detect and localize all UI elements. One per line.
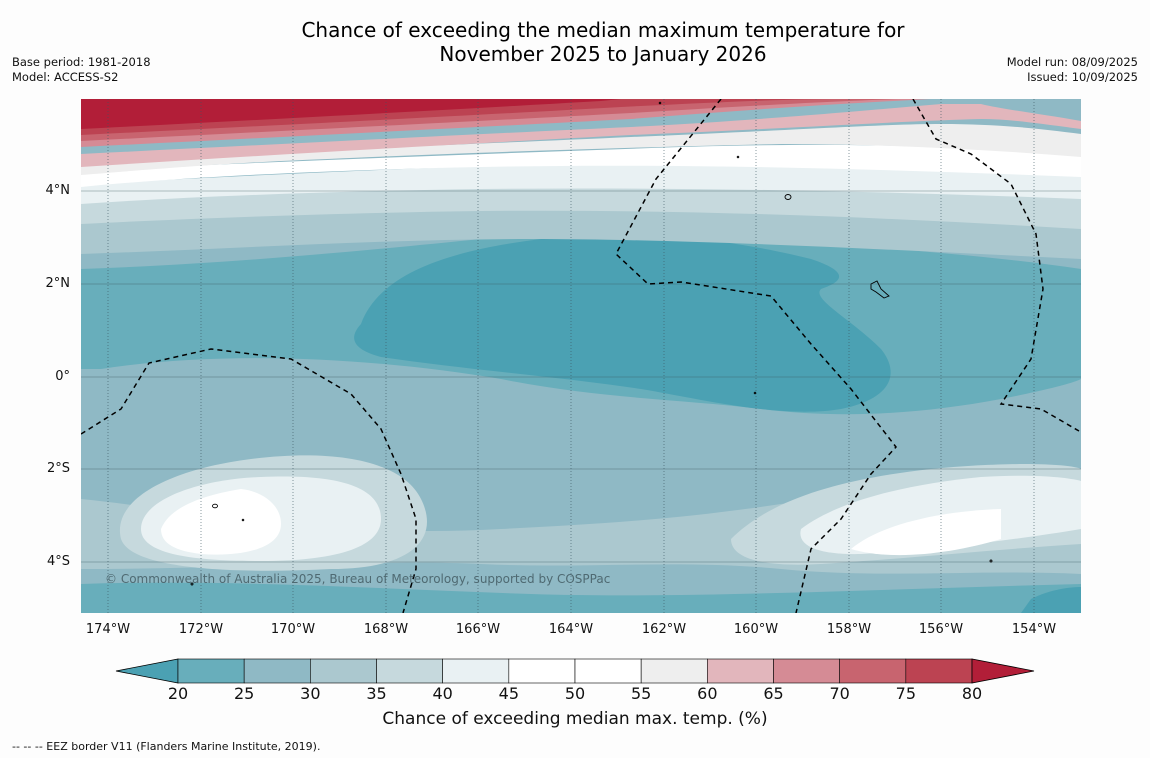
colorbar-over-arrow — [971, 658, 1035, 684]
colorbar-segment — [905, 658, 973, 684]
band-40-45-north — [81, 160, 1081, 204]
colorbar-tick-label: 35 — [366, 684, 387, 703]
band-45-55-southwest — [161, 489, 281, 555]
band-55-60-north — [81, 124, 1081, 175]
colorbar-tick-label: 45 — [498, 684, 519, 703]
run-info: Model run: 08/09/2025 Issued: 10/09/2025 — [1007, 55, 1138, 85]
colorbar-segment — [508, 658, 576, 684]
colorbar-segment — [376, 658, 443, 684]
model-run: Model run: 08/09/2025 — [1006, 55, 1138, 69]
eez-borders — [81, 99, 1080, 613]
lat-label-equator: 0° — [55, 369, 70, 384]
lat-label-4n: 4°N — [45, 183, 71, 198]
map-canvas — [81, 99, 1081, 613]
band-45-55-southeast — [851, 509, 1001, 556]
lon-label-160w: 160°W — [733, 622, 779, 637]
lon-label-172w: 172°W — [178, 622, 224, 637]
colorbar-segment — [177, 658, 245, 684]
lat-grid-lines — [81, 190, 1081, 563]
band-45-55-north — [81, 144, 1081, 187]
colorbar-segment — [310, 658, 377, 684]
lon-label-158w: 158°W — [826, 622, 872, 637]
colorbar-segment — [839, 658, 907, 684]
colorbar-tick-label: 60 — [697, 684, 718, 703]
colorbar-tick-label: 25 — [233, 684, 255, 703]
colorbar-tick-label: 20 — [167, 684, 189, 703]
lon-label-168w: 168°W — [363, 622, 409, 637]
band-below-20-southeast — [1021, 587, 1081, 613]
band-40-45-southeast — [800, 475, 1081, 555]
band-20-25-south — [81, 582, 1081, 613]
colorbar-tick-label: 55 — [630, 684, 652, 703]
copyright-notice: © Commonwealth of Australia 2025, Bureau… — [105, 572, 611, 586]
lon-label-170w: 170°W — [270, 622, 316, 637]
band-60-65-north — [81, 104, 1081, 167]
band-above-80-north — [81, 99, 621, 129]
colorbar-segment — [640, 658, 708, 684]
lat-label-2n: 2°N — [45, 276, 71, 291]
colorbar-tick-label: 70 — [829, 684, 850, 703]
colorbar-segment — [442, 658, 510, 684]
lon-label-164w: 164°W — [548, 622, 594, 637]
lon-label-166w: 166°W — [455, 622, 501, 637]
title-line-2: November 2025 to January 2026 — [439, 42, 767, 66]
title-line-1: Chance of exceeding the median maximum t… — [301, 18, 905, 42]
lon-label-154w: 154°W — [1011, 622, 1057, 637]
colorbar-segments — [177, 658, 973, 684]
colorbar-segment — [773, 658, 840, 684]
lat-label-4s: 4°S — [46, 554, 70, 569]
colorbar-label: Chance of exceeding median max. temp. (%… — [382, 709, 768, 729]
island-outlines — [190, 101, 993, 586]
base-period: Base period: 1981-2018 — [12, 55, 151, 69]
colorbar — [115, 658, 1035, 684]
colorbar-tick-label: 75 — [895, 684, 916, 703]
lon-label-162w: 162°W — [641, 622, 687, 637]
model-name: Model: ACCESS-S2 — [12, 70, 119, 84]
issued-date: Issued: 10/09/2025 — [1027, 70, 1138, 84]
eez-legend: -- -- -- EEZ border V11 (Flanders Marine… — [12, 740, 321, 753]
lat-label-2s: 2°S — [46, 461, 70, 476]
colorbar-tick-label: 40 — [432, 684, 453, 703]
colorbar-segment — [243, 658, 311, 684]
map-title: Chance of exceeding the median maximum t… — [0, 18, 1150, 66]
forecast-map: © Commonwealth of Australia 2025, Bureau… — [81, 99, 1081, 613]
colorbar-tick-label: 80 — [961, 684, 983, 703]
colorbar-tick-label: 65 — [763, 684, 784, 703]
band-35-40-north — [81, 184, 1081, 229]
lon-label-156w: 156°W — [918, 622, 964, 637]
colorbar-segment — [707, 658, 774, 684]
band-below-20-central — [354, 235, 891, 412]
colorbar-segment — [574, 658, 642, 684]
model-info: Base period: 1981-2018 Model: ACCESS-S2 — [12, 55, 151, 85]
colorbar-tick-label: 50 — [564, 684, 586, 703]
colorbar-under-arrow — [115, 658, 179, 684]
colorbar-tick-label: 30 — [300, 684, 321, 703]
lon-label-174w: 174°W — [85, 622, 131, 637]
